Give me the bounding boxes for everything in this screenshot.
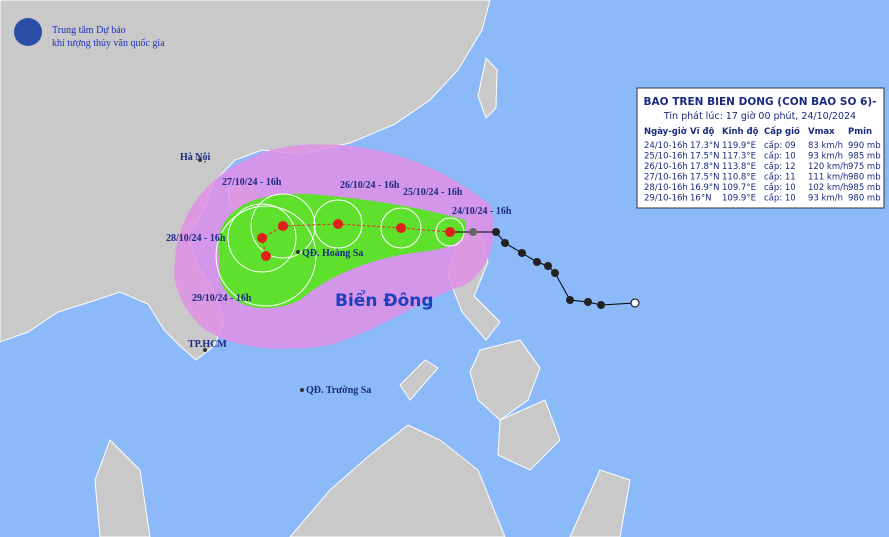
table-cell: 16.9°N	[690, 183, 720, 193]
info-panel: BAO TREN BIEN DONG (CON BAO SO 6)- Tin p…	[636, 87, 885, 209]
panel-box	[636, 87, 885, 209]
logo	[14, 18, 42, 46]
past-positions	[469, 228, 605, 309]
island-dot	[300, 388, 304, 392]
table-cell: 102 km/h	[808, 183, 848, 193]
table-cell: 980 mb	[848, 194, 881, 204]
table-cell: 110.8°E	[722, 173, 756, 183]
date-label: 27/10/24 - 16h	[222, 177, 282, 188]
table-cell: 25/10-16h	[644, 152, 688, 162]
table-cell: cấp: 10	[764, 151, 796, 162]
table-cell: 985 mb	[848, 183, 881, 193]
table-cell: cấp: 10	[764, 182, 796, 193]
table-cell: 29/10-16h	[644, 194, 688, 204]
table-cell: 17.5°N	[690, 152, 720, 162]
place-label: TP.HCM	[188, 339, 227, 350]
table-cell: 975 mb	[848, 162, 881, 172]
taiwan	[477, 56, 498, 119]
date-label: 24/10/24 - 16h	[452, 206, 512, 217]
table-cell: 109.7°E	[722, 183, 756, 193]
table-cell: 119.9°E	[722, 141, 756, 151]
date-label: 26/10/24 - 16h	[340, 180, 400, 191]
island-dot	[296, 250, 300, 254]
table-cell: 120 km/h	[808, 162, 848, 172]
borneo	[289, 424, 506, 537]
date-label: 25/10/24 - 16h	[403, 187, 463, 198]
land	[0, 0, 631, 537]
table-cell: 111 km/h	[808, 173, 848, 183]
table-cell: 113.8°E	[722, 162, 756, 172]
table-cell: cấp: 11	[764, 172, 796, 183]
table-cell: 24/10-16h	[644, 141, 688, 151]
column-header: Kinh độ	[722, 127, 759, 137]
sulawesi	[569, 469, 631, 537]
table-cell: 17.8°N	[690, 162, 720, 172]
table-cell: 985 mb	[848, 152, 881, 162]
forecast-positions	[257, 219, 455, 261]
table-cell: 980 mb	[848, 173, 881, 183]
table-cell: 17.3°N	[690, 141, 720, 151]
table-cell: cấp: 10	[764, 193, 796, 204]
table-cell: 109.9°E	[722, 194, 756, 204]
panel-title: BAO TREN BIEN DONG (CON BAO SO 6)-	[644, 96, 877, 108]
sea-label: Biển Đông	[335, 289, 434, 311]
table-cell: 83 km/h	[808, 141, 843, 151]
org-line: khí tượng thủy văn quốc gia	[52, 38, 165, 49]
forecast-track	[261, 223, 451, 257]
table-cell: 93 km/h	[808, 152, 843, 162]
table-cell: 990 mb	[848, 141, 881, 151]
place-label: QĐ. Trường Sa	[306, 385, 371, 396]
place-label: Hà Nội	[180, 152, 211, 163]
malay-peninsula	[94, 439, 151, 537]
column-header: Vmax	[808, 127, 835, 137]
table-cell: cấp: 12	[764, 161, 796, 172]
column-header: Vĩ độ	[690, 127, 715, 137]
column-header: Pmin	[848, 127, 872, 137]
mindanao	[497, 399, 561, 471]
table-cell: 28/10-16h	[644, 183, 688, 193]
table-cell: 117.3°E	[722, 152, 756, 162]
table-cell: 26/10-16h	[644, 162, 688, 172]
palawan	[399, 359, 439, 401]
city-dot	[198, 158, 202, 162]
visayas	[469, 339, 541, 421]
place-label: QĐ. Hoàng Sa	[302, 248, 363, 259]
date-label: 28/10/24 - 16h	[166, 233, 226, 244]
column-header: Ngày-giờ	[644, 126, 688, 137]
table-cell: 27/10-16h	[644, 173, 688, 183]
table-cell: 93 km/h	[808, 194, 843, 204]
date-label: 29/10/24 - 16h	[192, 293, 252, 304]
table-cell: 16°N	[690, 194, 711, 204]
panel-issued: Tin phát lúc: 17 giờ 00 phút, 24/10/2024	[663, 111, 856, 122]
table-cell: 17.5°N	[690, 173, 720, 183]
city-dot	[203, 348, 207, 352]
start-position	[630, 298, 640, 308]
table-cell: cấp: 09	[764, 140, 796, 151]
column-header: Cấp gió	[764, 126, 800, 137]
org-line: Trung tâm Dự báo	[52, 25, 126, 36]
